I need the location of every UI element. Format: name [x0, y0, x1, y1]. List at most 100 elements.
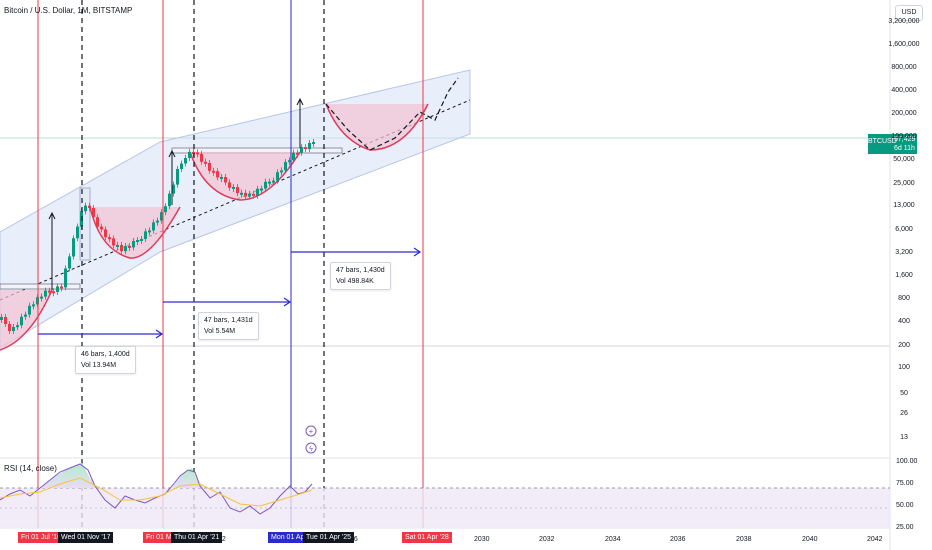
price-tick: 200 [898, 342, 910, 349]
candle [40, 296, 43, 299]
price-tick: 800 [898, 295, 910, 302]
candle [48, 290, 51, 293]
candle [140, 239, 143, 241]
measurement-bars-2: 47 bars, 1,431d [204, 317, 253, 324]
candle [260, 188, 263, 191]
vertical-markers [37, 0, 424, 528]
candle [288, 160, 291, 163]
measurement-box-1[interactable]: 46 bars, 1,400d Vol 13.94M [75, 346, 136, 374]
candle [52, 291, 55, 294]
year-tick-2040: 2040 [802, 536, 818, 543]
date-marker-label-5: Mon 01 Apr [268, 532, 310, 543]
candle [292, 152, 295, 161]
candle [208, 163, 211, 171]
candle [112, 238, 115, 246]
candle [76, 226, 79, 239]
date-marker-label-1: Fri 01 Jul '16 [18, 532, 64, 543]
price-tick: 3,200 [895, 249, 913, 256]
svg-text:+: + [309, 427, 314, 436]
candle [72, 238, 75, 257]
candle [252, 193, 255, 196]
candle [92, 208, 95, 218]
candle [276, 172, 279, 181]
cup-curve-4 [325, 103, 429, 151]
last-price-tag: 97,429 6d 11h BTCUSD [868, 134, 918, 154]
candle [16, 325, 19, 328]
candle [100, 226, 103, 230]
channel-midline [0, 99, 471, 301]
candle [236, 187, 239, 194]
candle [300, 147, 303, 153]
candle [224, 177, 227, 183]
measurement-vol-3: Vol 498.84K [336, 278, 374, 285]
candle [88, 205, 91, 208]
year-tick-2034: 2034 [605, 536, 621, 543]
plus-icon[interactable]: + [305, 425, 317, 437]
measurement-vol-2: Vol 5.54M [204, 328, 236, 335]
candle [156, 220, 159, 223]
date-marker-label-2: Wed 01 Nov '17 [58, 532, 114, 543]
candle [308, 143, 311, 150]
candle [176, 169, 179, 185]
candle [148, 230, 151, 233]
measurement-box-3[interactable]: 47 bars, 1,430d Vol 498.84K [330, 262, 391, 290]
candle [136, 240, 139, 242]
candle [240, 192, 243, 195]
candle [304, 147, 307, 150]
year-tick-2042: 2042 [867, 536, 883, 543]
candle [200, 153, 203, 162]
candle [220, 177, 223, 179]
candle [264, 181, 267, 189]
candle [108, 237, 111, 240]
candle [204, 161, 207, 164]
price-tick: 3,200,000 [888, 18, 920, 25]
candle [228, 182, 231, 188]
candle [196, 152, 199, 155]
price-tick: 13 [900, 434, 908, 441]
candle [188, 151, 191, 158]
candle [104, 229, 107, 238]
candle [180, 163, 183, 169]
year-tick-2036: 2036 [670, 536, 686, 543]
candle-series [0, 139, 315, 334]
candle [44, 290, 47, 297]
year-tick-2030: 2030 [474, 536, 490, 543]
candle [0, 317, 3, 320]
candle [192, 151, 195, 154]
symbol-tag: BTCUSD [868, 138, 897, 145]
price-tick: 25,000 [893, 180, 915, 187]
candle [160, 212, 163, 221]
measurement-bars-1: 46 bars, 1,400d [81, 351, 130, 358]
lightning-icon[interactable]: ϟ [305, 442, 317, 454]
year-tick-2038: 2038 [736, 536, 752, 543]
candle [4, 317, 7, 324]
cup-curve-3 [189, 151, 301, 201]
price-tick: 13,000 [893, 202, 915, 209]
candle [60, 286, 63, 289]
candle [56, 286, 59, 292]
date-marker-label-4: Thu 01 Apr '21 [171, 532, 223, 543]
candle [216, 171, 219, 178]
rsi-overbought-fill-2 [172, 468, 204, 488]
price-tick: 50 [900, 390, 908, 397]
candle [8, 324, 11, 331]
price-tick: 26 [900, 410, 908, 417]
candle [184, 158, 187, 164]
candle [32, 304, 35, 307]
candle [268, 181, 271, 184]
candle [144, 231, 147, 239]
target-arrows [48, 97, 304, 290]
candle [96, 217, 99, 227]
candle [84, 205, 87, 212]
cup-fill-1 [0, 290, 52, 350]
measurement-box-2[interactable]: 47 bars, 1,431d Vol 5.54M [198, 312, 259, 340]
candle [64, 268, 67, 288]
date-marker-label-3: Fri 01 Ma [143, 532, 179, 543]
currency-selector[interactable]: USD [895, 5, 923, 21]
price-tick: 50,000 [893, 156, 915, 163]
resistance-box-1 [0, 283, 81, 290]
cup-curve-1 [0, 289, 53, 351]
price-tick: 1,600,000 [888, 41, 920, 48]
candle [12, 327, 15, 331]
